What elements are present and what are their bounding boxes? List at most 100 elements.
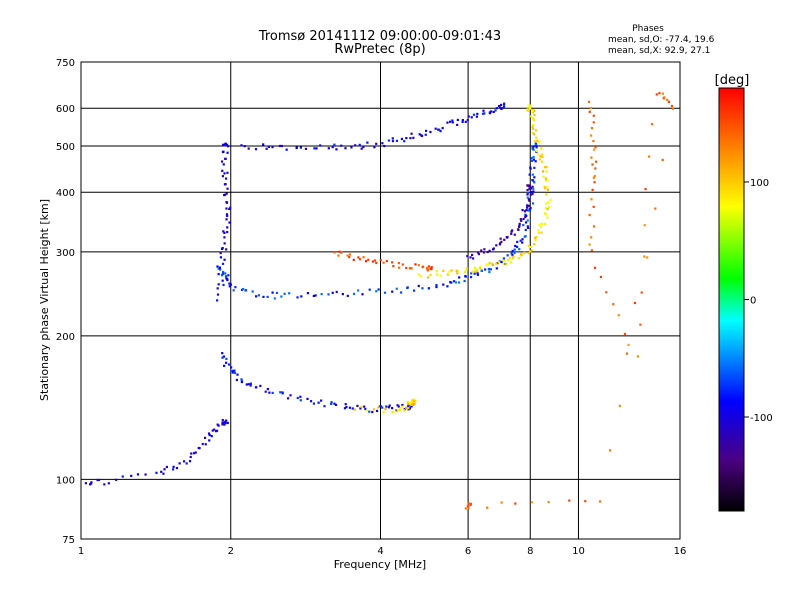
data-point	[488, 261, 491, 265]
data-point	[247, 383, 250, 386]
data-point	[413, 289, 416, 292]
data-point	[427, 265, 431, 268]
data-point	[224, 420, 227, 423]
data-point	[531, 110, 534, 113]
data-point	[413, 400, 416, 403]
data-point	[483, 248, 486, 251]
data-point	[204, 443, 207, 446]
data-point	[385, 260, 388, 263]
data-point	[526, 225, 529, 228]
data-point	[527, 198, 530, 201]
data-point	[527, 226, 530, 229]
data-point	[486, 250, 489, 254]
data-point	[464, 275, 467, 278]
data-point	[400, 137, 404, 141]
data-point	[391, 410, 394, 414]
data-point	[500, 107, 503, 110]
data-point	[502, 257, 505, 260]
y-tick-label: 300	[56, 248, 75, 259]
data-point	[264, 390, 267, 393]
data-point	[348, 256, 351, 259]
data-point	[357, 289, 360, 292]
data-point	[494, 109, 497, 112]
data-point	[654, 207, 657, 210]
data-point	[346, 254, 349, 257]
data-point	[279, 391, 282, 394]
data-point	[526, 206, 529, 209]
data-point	[397, 262, 400, 265]
data-point	[409, 402, 412, 405]
data-point	[404, 406, 408, 409]
data-point	[222, 355, 226, 358]
data-point	[338, 250, 341, 253]
data-point	[317, 401, 320, 404]
data-point	[633, 301, 637, 305]
data-point	[221, 262, 225, 265]
data-point	[240, 144, 243, 147]
data-point	[465, 268, 468, 271]
y-tick-label: 500	[56, 142, 75, 153]
colorbar	[718, 87, 745, 512]
data-point	[193, 452, 196, 455]
data-point	[589, 106, 593, 110]
data-point	[296, 296, 299, 299]
data-point	[593, 174, 597, 178]
data-point	[224, 177, 228, 180]
data-point	[503, 259, 506, 263]
data-point	[360, 147, 363, 150]
data-point	[539, 225, 542, 229]
data-point	[519, 254, 522, 257]
data-point	[524, 216, 527, 219]
data-point	[543, 186, 546, 189]
data-point	[643, 224, 646, 227]
data-point	[90, 481, 93, 484]
data-point	[467, 502, 470, 505]
data-point	[438, 128, 441, 131]
data-point	[495, 267, 498, 270]
data-point	[540, 153, 544, 156]
data-point	[337, 254, 340, 257]
data-point	[375, 290, 378, 293]
y-tick-label: 75	[62, 535, 75, 546]
data-point	[379, 258, 382, 262]
data-point	[514, 502, 517, 505]
data-point	[589, 134, 593, 137]
data-point	[221, 352, 224, 355]
data-point	[646, 256, 649, 259]
y-tick-label: 200	[56, 332, 75, 343]
data-point	[409, 137, 412, 140]
data-point	[479, 267, 482, 270]
data-point	[233, 369, 236, 372]
data-point	[485, 263, 488, 266]
data-point	[505, 236, 509, 239]
data-point	[535, 150, 539, 153]
data-point	[403, 140, 406, 143]
data-point	[373, 146, 376, 149]
data-point	[89, 483, 92, 486]
data-point	[457, 270, 460, 273]
data-point	[391, 137, 394, 140]
data-point	[330, 402, 333, 405]
data-point	[391, 261, 394, 264]
data-point	[398, 408, 401, 411]
data-point	[418, 133, 421, 136]
data-point	[351, 407, 354, 410]
data-point	[182, 460, 186, 463]
data-point	[412, 403, 415, 406]
data-point	[366, 141, 369, 144]
data-point	[320, 292, 323, 296]
data-point	[362, 256, 365, 259]
data-point	[513, 233, 516, 236]
data-point	[534, 236, 537, 239]
data-point	[492, 247, 495, 250]
data-point	[666, 98, 669, 101]
data-point	[242, 287, 245, 291]
data-point	[221, 421, 224, 424]
data-point	[461, 120, 464, 124]
data-point	[221, 175, 224, 178]
data-point	[375, 142, 378, 145]
data-point	[424, 129, 428, 132]
data-point	[527, 244, 530, 247]
data-point	[532, 158, 535, 161]
data-point	[658, 92, 661, 95]
